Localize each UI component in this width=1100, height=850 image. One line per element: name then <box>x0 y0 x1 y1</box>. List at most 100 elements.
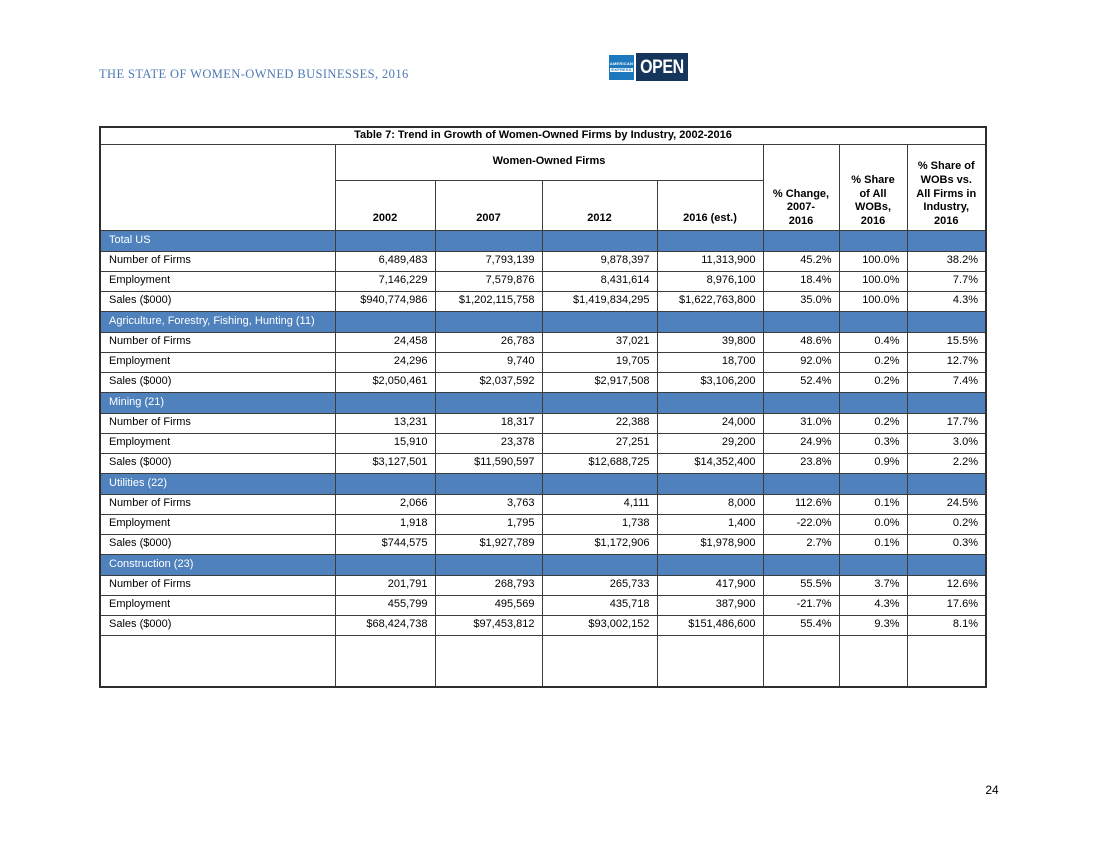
table-row: Sales ($000) $744,575 $1,927,789 $1,172,906… <box>99 533 987 555</box>
empty-cell <box>434 634 543 688</box>
value-cell: 39,800 <box>656 331 764 353</box>
value-cell: 7,146,229 <box>334 270 436 292</box>
value-cell: 24,000 <box>656 412 764 434</box>
metric-label: Number of Firms <box>99 412 336 434</box>
empty-cell <box>838 634 908 688</box>
metric-label: Employment <box>99 594 336 616</box>
value-cell: 0.2% <box>838 371 908 393</box>
amex-logo-text-line1: AMERICAN <box>609 60 634 66</box>
value-cell: 23.8% <box>762 452 840 474</box>
group-header-women-owned-firms: Women-Owned Firms <box>334 143 764 181</box>
section-header-row: Construction (23) <box>99 553 987 576</box>
value-cell: 417,900 <box>656 574 764 596</box>
value-cell: 22,388 <box>541 412 658 434</box>
section-header-row: Mining (21) <box>99 391 987 414</box>
value-cell: 0.4% <box>838 331 908 353</box>
value-cell: 48.6% <box>762 331 840 353</box>
section-empty-cell <box>434 553 543 576</box>
metric-label: Employment <box>99 432 336 454</box>
section-label: Total US <box>99 229 336 252</box>
table-row: Number of Firms 201,791 268,793 265,733 417,… <box>99 574 987 596</box>
section-empty-cell <box>434 229 543 252</box>
value-cell: 0.1% <box>838 533 908 555</box>
value-cell: 8,976,100 <box>656 270 764 292</box>
metric-label: Employment <box>99 513 336 535</box>
col-header-share-vs-industry: % Share of WOBs vs. All Firms in Industr… <box>906 143 987 231</box>
table-row: Sales ($000) $3,127,501 $11,590,597 $12,688… <box>99 452 987 474</box>
empty-cell <box>541 634 658 688</box>
value-cell: 3.0% <box>906 432 987 454</box>
value-cell: 2.7% <box>762 533 840 555</box>
value-cell: 15.5% <box>906 331 987 353</box>
section-empty-cell <box>838 472 908 495</box>
value-cell: 4.3% <box>838 594 908 616</box>
value-cell: 18,317 <box>434 412 543 434</box>
value-cell: 11,313,900 <box>656 250 764 272</box>
section-empty-cell <box>541 553 658 576</box>
value-cell: 37,021 <box>541 331 658 353</box>
section-empty-cell <box>541 310 658 333</box>
group-header-row: Women-Owned Firms % Change, 2007- 2016 %… <box>99 143 987 231</box>
value-cell: 4.3% <box>906 290 987 312</box>
value-cell: 4,111 <box>541 493 658 515</box>
section-empty-cell <box>334 391 436 414</box>
growth-by-industry-table: Table 7: Trend in Growth of Women-Owned … <box>99 126 987 689</box>
value-cell: 112.6% <box>762 493 840 515</box>
value-cell: 15,910 <box>334 432 436 454</box>
value-cell: 23,378 <box>434 432 543 454</box>
value-cell: 18.4% <box>762 270 840 292</box>
metric-label: Employment <box>99 270 336 292</box>
value-cell: 17.6% <box>906 594 987 616</box>
value-cell: 29,200 <box>656 432 764 454</box>
value-cell: 0.3% <box>838 432 908 454</box>
table-row: Sales ($000) $2,050,461 $2,037,592 $2,917,5… <box>99 371 987 393</box>
metric-label: Sales ($000) <box>99 614 336 636</box>
value-cell: 18,700 <box>656 351 764 373</box>
section-empty-cell <box>906 310 987 333</box>
section-empty-cell <box>906 391 987 414</box>
table-row: Number of Firms 24,458 26,783 37,021 39,800 4… <box>99 331 987 353</box>
value-cell: $940,774,986 <box>334 290 436 312</box>
value-cell: 92.0% <box>762 351 840 373</box>
value-cell: $3,127,501 <box>334 452 436 474</box>
metric-label: Sales ($000) <box>99 371 336 393</box>
value-cell: 0.2% <box>838 351 908 373</box>
metric-label: Sales ($000) <box>99 290 336 312</box>
section-empty-cell <box>334 229 436 252</box>
open-logo-text: OPEN <box>640 56 684 78</box>
value-cell: $151,486,600 <box>656 614 764 636</box>
empty-cell <box>99 634 336 688</box>
value-cell: 3.7% <box>838 574 908 596</box>
value-cell: 13,231 <box>334 412 436 434</box>
section-header-row: Agriculture, Forestry, Fishing, Hunting … <box>99 310 987 333</box>
section-label: Utilities (22) <box>99 472 336 495</box>
year-header-row: 2002 2007 2012 2016 (est.) <box>100 179 986 231</box>
empty-cell <box>334 634 436 688</box>
value-cell: 7,793,139 <box>434 250 543 272</box>
value-cell: 24,458 <box>334 331 436 353</box>
section-header-row: Utilities (22) <box>99 472 987 495</box>
section-empty-cell <box>838 229 908 252</box>
col-header-2007: 2007 <box>434 179 543 231</box>
value-cell: 31.0% <box>762 412 840 434</box>
table-row: Number of Firms 13,231 18,317 22,388 24,000 3… <box>99 412 987 434</box>
value-cell: 24,296 <box>334 351 436 373</box>
value-cell: $1,172,906 <box>541 533 658 555</box>
value-cell: 45.2% <box>762 250 840 272</box>
value-cell: $1,419,834,295 <box>541 290 658 312</box>
value-cell: 1,400 <box>656 513 764 535</box>
value-cell: $93,002,152 <box>541 614 658 636</box>
section-empty-cell <box>541 229 658 252</box>
section-empty-cell <box>762 472 840 495</box>
value-cell: 55.4% <box>762 614 840 636</box>
value-cell: $2,050,461 <box>334 371 436 393</box>
section-empty-cell <box>334 472 436 495</box>
col-header-pct-change: % Change, 2007- 2016 <box>762 143 840 231</box>
amex-open-logo: AMERICAN EXPRESS OPEN <box>609 53 688 81</box>
value-cell: 3,763 <box>434 493 543 515</box>
section-empty-cell <box>656 472 764 495</box>
value-cell: 0.1% <box>838 493 908 515</box>
col-header-2016-est: 2016 (est.) <box>656 179 764 231</box>
table-row: Number of Firms 6,489,483 7,793,139 9,878,3… <box>99 250 987 272</box>
